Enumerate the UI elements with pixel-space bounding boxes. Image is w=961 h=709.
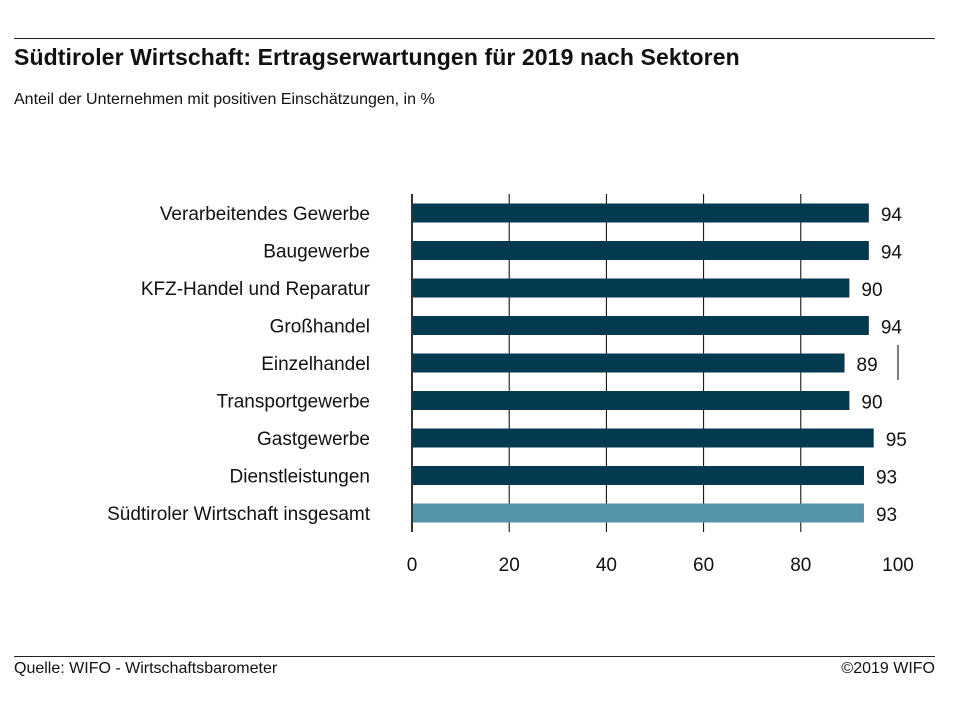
top-rule bbox=[14, 38, 935, 39]
data-label: 90 bbox=[861, 393, 882, 414]
category-label: Baugewerbe bbox=[263, 242, 370, 263]
x-tick-label: 20 bbox=[499, 555, 520, 576]
category-label: Einzelhandel bbox=[261, 354, 370, 375]
copyright-note: ©2019 WIFO bbox=[841, 660, 935, 677]
bar bbox=[412, 203, 869, 223]
data-label: 93 bbox=[876, 468, 897, 489]
x-tick-label: 80 bbox=[790, 555, 811, 576]
data-label: 94 bbox=[881, 205, 903, 226]
bar bbox=[412, 316, 869, 335]
bar bbox=[412, 428, 874, 448]
data-label: 93 bbox=[876, 505, 897, 526]
x-tick-label: 100 bbox=[882, 555, 914, 576]
category-label: Großhandel bbox=[270, 317, 370, 338]
category-label: Transportgewerbe bbox=[217, 392, 370, 413]
x-tick-label: 0 bbox=[407, 555, 418, 576]
data-label: 95 bbox=[886, 430, 907, 451]
category-label: Verarbeitendes Gewerbe bbox=[160, 204, 370, 225]
bar bbox=[412, 241, 869, 260]
bar bbox=[412, 353, 845, 373]
category-label: Gastgewerbe bbox=[257, 429, 370, 450]
data-label: 94 bbox=[881, 243, 903, 264]
bar bbox=[412, 278, 850, 298]
x-tick-label: 60 bbox=[693, 555, 714, 576]
category-label: Dienstleistungen bbox=[230, 467, 370, 488]
chart-subtitle: Anteil der Unternehmen mit positiven Ein… bbox=[14, 91, 435, 108]
bar bbox=[412, 391, 850, 410]
source-note: Quelle: WIFO - Wirtschaftsbarometer bbox=[14, 660, 278, 677]
bar bbox=[412, 466, 864, 485]
bottom-rule bbox=[14, 656, 935, 657]
bar bbox=[412, 503, 864, 523]
data-label: 89 bbox=[857, 355, 878, 376]
chart-title: Südtiroler Wirtschaft: Ertragserwartunge… bbox=[14, 44, 740, 70]
data-label: 90 bbox=[861, 280, 882, 301]
category-label: KFZ-Handel und Reparatur bbox=[141, 279, 371, 300]
data-label: 94 bbox=[881, 318, 903, 339]
x-tick-label: 40 bbox=[596, 555, 617, 576]
category-label: Südtiroler Wirtschaft insgesamt bbox=[107, 504, 371, 525]
